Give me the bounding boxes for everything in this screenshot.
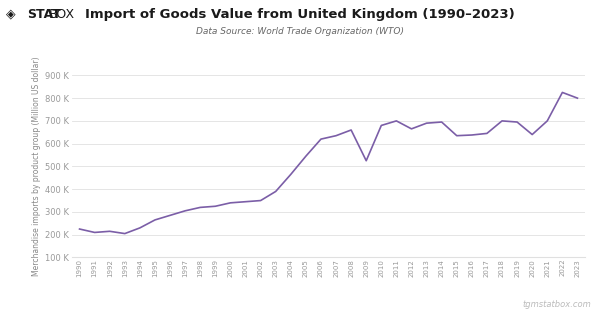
- Text: tgmstatbox.com: tgmstatbox.com: [522, 300, 591, 309]
- Text: STAT: STAT: [27, 8, 61, 21]
- Text: BOX: BOX: [49, 8, 76, 21]
- Y-axis label: Merchandise imports by product group (Million US dollar): Merchandise imports by product group (Mi…: [32, 57, 41, 276]
- Text: Data Source: World Trade Organization (WTO): Data Source: World Trade Organization (W…: [196, 27, 404, 36]
- Text: Import of Goods Value from United Kingdom (1990–2023): Import of Goods Value from United Kingdo…: [85, 8, 515, 21]
- Text: ◈: ◈: [6, 8, 16, 21]
